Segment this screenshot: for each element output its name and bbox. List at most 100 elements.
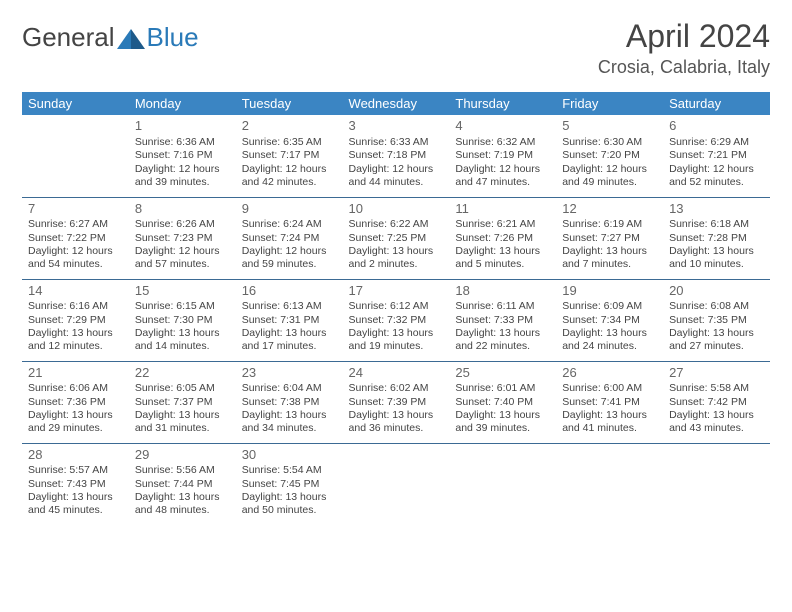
daylight-line-2: and 36 minutes. (349, 422, 444, 435)
calendar-day-cell: 5Sunrise: 6:30 AMSunset: 7:20 PMDaylight… (556, 115, 663, 197)
daylight-line-1: Daylight: 13 hours (28, 491, 123, 504)
day-number: 9 (242, 201, 337, 218)
sunset-line: Sunset: 7:34 PM (562, 314, 657, 327)
daylight-line-2: and 17 minutes. (242, 340, 337, 353)
sunset-line: Sunset: 7:18 PM (349, 149, 444, 162)
calendar-day-cell: 22Sunrise: 6:05 AMSunset: 7:37 PMDayligh… (129, 361, 236, 443)
daylight-line-1: Daylight: 12 hours (28, 245, 123, 258)
sunrise-line: Sunrise: 6:29 AM (669, 136, 764, 149)
sunset-line: Sunset: 7:32 PM (349, 314, 444, 327)
day-number: 22 (135, 365, 230, 382)
day-number: 10 (349, 201, 444, 218)
daylight-line-2: and 27 minutes. (669, 340, 764, 353)
sunrise-line: Sunrise: 5:56 AM (135, 464, 230, 477)
sunset-line: Sunset: 7:44 PM (135, 478, 230, 491)
calendar-header-row: SundayMondayTuesdayWednesdayThursdayFrid… (22, 92, 770, 115)
day-number: 6 (669, 118, 764, 135)
day-number: 27 (669, 365, 764, 382)
sunrise-line: Sunrise: 6:02 AM (349, 382, 444, 395)
daylight-line-2: and 59 minutes. (242, 258, 337, 271)
calendar-day-cell: 24Sunrise: 6:02 AMSunset: 7:39 PMDayligh… (343, 361, 450, 443)
daylight-line-1: Daylight: 12 hours (562, 163, 657, 176)
daylight-line-1: Daylight: 13 hours (135, 409, 230, 422)
day-number: 18 (455, 283, 550, 300)
sunset-line: Sunset: 7:35 PM (669, 314, 764, 327)
daylight-line-1: Daylight: 13 hours (242, 327, 337, 340)
daylight-line-2: and 2 minutes. (349, 258, 444, 271)
daylight-line-1: Daylight: 13 hours (349, 327, 444, 340)
calendar-day-cell: 25Sunrise: 6:01 AMSunset: 7:40 PMDayligh… (449, 361, 556, 443)
sunrise-line: Sunrise: 6:32 AM (455, 136, 550, 149)
daylight-line-2: and 31 minutes. (135, 422, 230, 435)
sunset-line: Sunset: 7:39 PM (349, 396, 444, 409)
daylight-line-1: Daylight: 13 hours (349, 409, 444, 422)
logo-text-general: General (22, 22, 115, 53)
sunrise-line: Sunrise: 5:58 AM (669, 382, 764, 395)
calendar-empty-cell (449, 443, 556, 525)
daylight-line-2: and 44 minutes. (349, 176, 444, 189)
sunrise-line: Sunrise: 6:12 AM (349, 300, 444, 313)
sunset-line: Sunset: 7:23 PM (135, 232, 230, 245)
daylight-line-2: and 39 minutes. (455, 422, 550, 435)
calendar-day-cell: 21Sunrise: 6:06 AMSunset: 7:36 PMDayligh… (22, 361, 129, 443)
sunset-line: Sunset: 7:30 PM (135, 314, 230, 327)
day-number: 19 (562, 283, 657, 300)
calendar-day-cell: 13Sunrise: 6:18 AMSunset: 7:28 PMDayligh… (663, 197, 770, 279)
sunrise-line: Sunrise: 6:21 AM (455, 218, 550, 231)
sunset-line: Sunset: 7:45 PM (242, 478, 337, 491)
daylight-line-2: and 29 minutes. (28, 422, 123, 435)
calendar-empty-cell (22, 115, 129, 197)
daylight-line-2: and 43 minutes. (669, 422, 764, 435)
calendar-day-cell: 27Sunrise: 5:58 AMSunset: 7:42 PMDayligh… (663, 361, 770, 443)
sunset-line: Sunset: 7:43 PM (28, 478, 123, 491)
sunrise-line: Sunrise: 6:27 AM (28, 218, 123, 231)
daylight-line-1: Daylight: 13 hours (242, 409, 337, 422)
daylight-line-1: Daylight: 13 hours (562, 327, 657, 340)
day-number: 11 (455, 201, 550, 218)
day-header: Tuesday (236, 92, 343, 115)
calendar-day-cell: 19Sunrise: 6:09 AMSunset: 7:34 PMDayligh… (556, 279, 663, 361)
calendar-day-cell: 12Sunrise: 6:19 AMSunset: 7:27 PMDayligh… (556, 197, 663, 279)
calendar-week-row: 21Sunrise: 6:06 AMSunset: 7:36 PMDayligh… (22, 361, 770, 443)
sunrise-line: Sunrise: 6:24 AM (242, 218, 337, 231)
day-number: 5 (562, 118, 657, 135)
day-number: 23 (242, 365, 337, 382)
sunrise-line: Sunrise: 6:05 AM (135, 382, 230, 395)
sunrise-line: Sunrise: 6:06 AM (28, 382, 123, 395)
calendar-body: 1Sunrise: 6:36 AMSunset: 7:16 PMDaylight… (22, 115, 770, 525)
sunset-line: Sunset: 7:22 PM (28, 232, 123, 245)
daylight-line-2: and 22 minutes. (455, 340, 550, 353)
sunrise-line: Sunrise: 6:15 AM (135, 300, 230, 313)
daylight-line-1: Daylight: 13 hours (455, 409, 550, 422)
daylight-line-1: Daylight: 13 hours (28, 327, 123, 340)
daylight-line-1: Daylight: 13 hours (135, 327, 230, 340)
daylight-line-1: Daylight: 13 hours (349, 245, 444, 258)
title-block: April 2024 Crosia, Calabria, Italy (598, 18, 770, 78)
sunrise-line: Sunrise: 6:35 AM (242, 136, 337, 149)
daylight-line-2: and 39 minutes. (135, 176, 230, 189)
daylight-line-1: Daylight: 13 hours (669, 327, 764, 340)
sunset-line: Sunset: 7:21 PM (669, 149, 764, 162)
daylight-line-2: and 42 minutes. (242, 176, 337, 189)
day-number: 2 (242, 118, 337, 135)
sunset-line: Sunset: 7:31 PM (242, 314, 337, 327)
sunset-line: Sunset: 7:24 PM (242, 232, 337, 245)
calendar-day-cell: 8Sunrise: 6:26 AMSunset: 7:23 PMDaylight… (129, 197, 236, 279)
calendar-week-row: 14Sunrise: 6:16 AMSunset: 7:29 PMDayligh… (22, 279, 770, 361)
daylight-line-2: and 49 minutes. (562, 176, 657, 189)
daylight-line-1: Daylight: 13 hours (669, 409, 764, 422)
daylight-line-2: and 7 minutes. (562, 258, 657, 271)
day-number: 12 (562, 201, 657, 218)
daylight-line-1: Daylight: 13 hours (455, 327, 550, 340)
day-number: 16 (242, 283, 337, 300)
day-header: Friday (556, 92, 663, 115)
page-title: April 2024 (598, 18, 770, 55)
sunrise-line: Sunrise: 6:11 AM (455, 300, 550, 313)
day-number: 20 (669, 283, 764, 300)
day-number: 24 (349, 365, 444, 382)
calendar-day-cell: 1Sunrise: 6:36 AMSunset: 7:16 PMDaylight… (129, 115, 236, 197)
day-header: Monday (129, 92, 236, 115)
calendar-day-cell: 17Sunrise: 6:12 AMSunset: 7:32 PMDayligh… (343, 279, 450, 361)
day-number: 28 (28, 447, 123, 464)
calendar-day-cell: 9Sunrise: 6:24 AMSunset: 7:24 PMDaylight… (236, 197, 343, 279)
